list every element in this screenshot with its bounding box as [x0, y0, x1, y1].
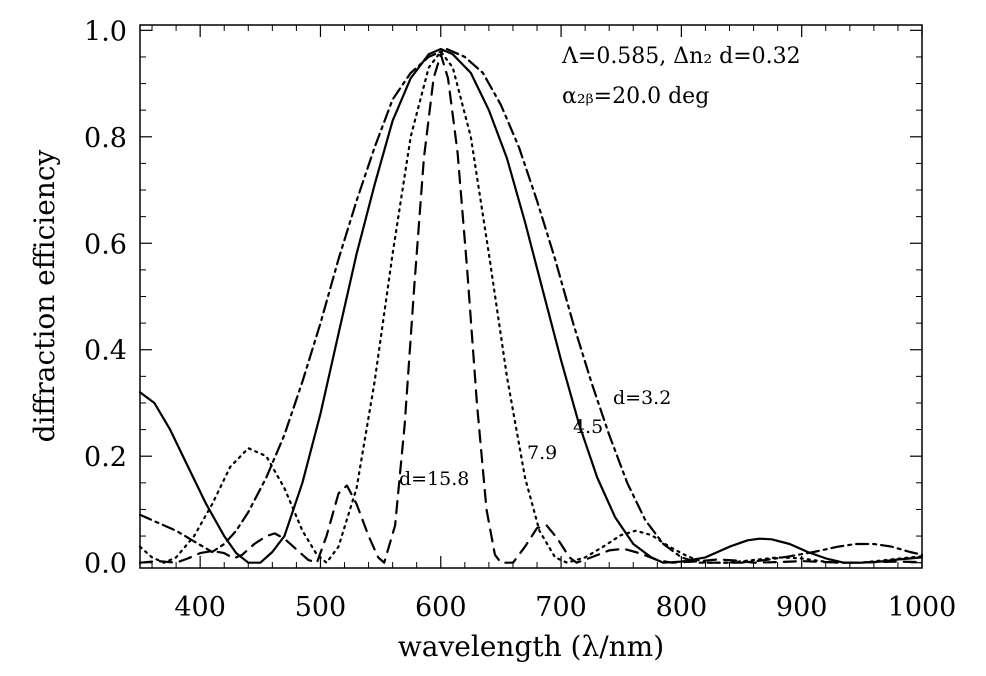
y-tick-label: 1.0 [84, 16, 127, 47]
curve-dashed-3 [138, 53, 924, 564]
curve-solid-1 [138, 47, 924, 564]
annotation-line-1: Λ=0.585, Δn₂ d=0.32 [561, 44, 801, 69]
curve-label-d15-8: d=15.8 [399, 468, 469, 490]
curve-label-7-9: 7.9 [527, 442, 557, 464]
x-tick-label: 700 [535, 592, 587, 623]
y-tick-label: 0.0 [84, 549, 127, 580]
x-tick-label: 400 [174, 592, 226, 623]
y-tick-label: 0.8 [84, 123, 127, 154]
axis-tick-labels: 400 500 600 700 800 900 1000 0.0 0.2 0.4 0.6 0.8 1.0 [84, 16, 956, 623]
x-tick-label: 800 [656, 592, 708, 623]
axis-ticks [140, 25, 923, 568]
y-axis-label: diffraction efficiency [28, 149, 61, 442]
x-tick-label: 900 [776, 592, 828, 623]
curve-label-d3-2: d=3.2 [613, 387, 671, 409]
y-tick-label: 0.4 [84, 336, 127, 367]
x-tick-label: 600 [415, 592, 467, 623]
x-axis-label: wavelength (λ/nm) [398, 630, 664, 663]
annotation-line-2: α₂ᵦ=20.0 deg [562, 84, 709, 109]
x-tick-label: 1000 [888, 592, 957, 623]
x-tick-label: 500 [295, 592, 347, 623]
curves [138, 47, 924, 564]
y-tick-label: 0.2 [84, 442, 127, 473]
curve-dotted-2 [138, 50, 924, 564]
curve-label-4-5: 4.5 [573, 416, 603, 438]
curve-dashdot-0 [138, 47, 924, 564]
plot-frame [139, 24, 923, 569]
y-tick-label: 0.6 [84, 229, 127, 260]
